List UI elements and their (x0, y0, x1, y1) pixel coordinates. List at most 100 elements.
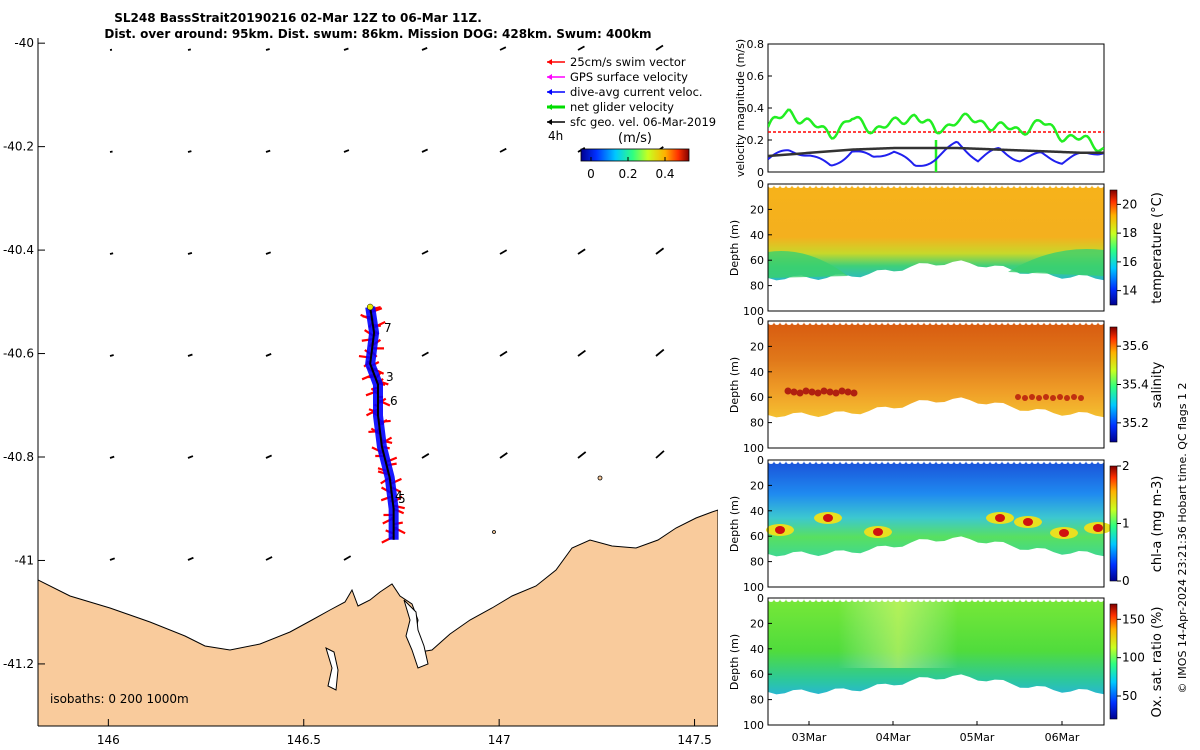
velocity-ylabel: velocity magnitude (m/s) (734, 39, 747, 177)
profile-gap (1008, 596, 1014, 602)
depth-tick-label: 100 (743, 442, 764, 455)
profile-gap (1086, 319, 1092, 325)
legend-swatch-head (547, 89, 552, 95)
isobaths-label: isobaths: 0 200 1000m (50, 692, 189, 706)
profile-gap (1068, 596, 1074, 602)
geo-velocity-arrow (577, 451, 587, 459)
legend-swatch-head (547, 104, 552, 110)
map-y-tick-label: -40.2 (3, 140, 34, 154)
profile-gap (1020, 596, 1026, 602)
chlorophyll-max (775, 526, 785, 534)
profile-gap (768, 596, 774, 602)
profile-gap (1008, 182, 1014, 188)
profile-gap (786, 596, 792, 602)
profile-gap (954, 596, 960, 602)
profile-gap (774, 182, 780, 188)
legend-swatch-head (547, 119, 552, 125)
geo-velocity-arrow (109, 354, 114, 357)
profile-gap (936, 182, 942, 188)
profile-gap (1014, 182, 1020, 188)
geo-velocity-arrow (499, 46, 507, 51)
depth-axis-label: Depth (m) (728, 357, 741, 413)
profile-gap (888, 319, 894, 325)
section-field (768, 460, 1104, 557)
profile-gap (1098, 458, 1104, 464)
profile-gap (810, 458, 816, 464)
chlorophyll-max (1023, 518, 1033, 526)
depth-tick-label: 60 (750, 530, 764, 543)
legend-label: net glider velocity (570, 100, 674, 114)
profile-gap (864, 319, 870, 325)
high-salinity-blob (790, 388, 798, 396)
profile-gap (912, 182, 918, 188)
profile-gap (858, 319, 864, 325)
profile-gap (792, 319, 798, 325)
profile-gap (792, 458, 798, 464)
profile-gap (882, 319, 888, 325)
profile-gap (984, 596, 990, 602)
high-salinity-blob (838, 387, 846, 395)
profile-gap (840, 182, 846, 188)
profile-gap (978, 182, 984, 188)
high-salinity-blob (826, 388, 834, 396)
section-field (768, 184, 1104, 281)
high-salinity-blob (1071, 394, 1077, 400)
profile-gap (906, 182, 912, 188)
profile-gap (1050, 458, 1056, 464)
high-salinity-blob (1036, 395, 1042, 401)
high-salinity-blob (784, 387, 792, 395)
velocity-axes: 0 0.2 0.4 0.6 0.8 (747, 38, 772, 179)
colorbar-ticks: 0 0.2 0.4 (587, 157, 675, 181)
profile-gap (1098, 182, 1104, 188)
colorbar-tick-label: 1 (1122, 517, 1130, 531)
profile-gap (1014, 596, 1020, 602)
section-frame (767, 320, 1105, 449)
profile-gap (876, 182, 882, 188)
profile-gap (942, 182, 948, 188)
geo-velocity-arrow (187, 251, 193, 255)
glider-track: 7 3 6 45 (358, 303, 406, 544)
profile-gap (852, 596, 858, 602)
title-line-2: Dist. over ground: 95km. Dist. swum: 86k… (104, 27, 651, 41)
profile-gap (990, 182, 996, 188)
profile-gap (780, 458, 786, 464)
geo-velocity-arrow (187, 353, 193, 357)
profile-gap (1032, 319, 1038, 325)
profile-gap (936, 596, 942, 602)
chlorophyll-max (1093, 524, 1103, 532)
profile-gap (870, 458, 876, 464)
profile-gap (804, 319, 810, 325)
profile-gap (990, 596, 996, 602)
profile-gap (846, 458, 852, 464)
oxygen-high-band (838, 598, 958, 668)
geo-velocity-arrow (655, 348, 665, 357)
geo-velocity-arrow (265, 149, 271, 153)
chlorophyll-max (873, 528, 883, 536)
colorbar-tick-label: 35.2 (1122, 416, 1149, 430)
map-x-tick-label: 146.5 (287, 733, 321, 747)
track-day-label: 6 (390, 394, 398, 408)
profile-gap (840, 319, 846, 325)
velocity-series (768, 108, 1104, 172)
profile-gap (882, 596, 888, 602)
profile-gap (1032, 182, 1038, 188)
profile-gap (948, 458, 954, 464)
depth-tick-label: 20 (750, 617, 764, 630)
depth-tick-label: 20 (750, 340, 764, 353)
profile-gap (972, 596, 978, 602)
velocity-y-tick-label: 0.2 (747, 134, 765, 147)
geo-velocity-arrow (265, 251, 272, 255)
profile-gap (810, 319, 816, 325)
profile-gap (816, 319, 822, 325)
profile-gap (888, 596, 894, 602)
profile-gap (966, 458, 972, 464)
profile-gap (822, 596, 828, 602)
profile-gap (1008, 319, 1014, 325)
map-panel: -40 -40.2 -40.4 -40.6 -40.8 -41 -41.2 146 146.5… (3, 36, 718, 747)
profile-gap (822, 319, 828, 325)
profile-gap (996, 458, 1002, 464)
profile-gap (768, 182, 774, 188)
profile-gap (1086, 596, 1092, 602)
profile-gap (1092, 319, 1098, 325)
